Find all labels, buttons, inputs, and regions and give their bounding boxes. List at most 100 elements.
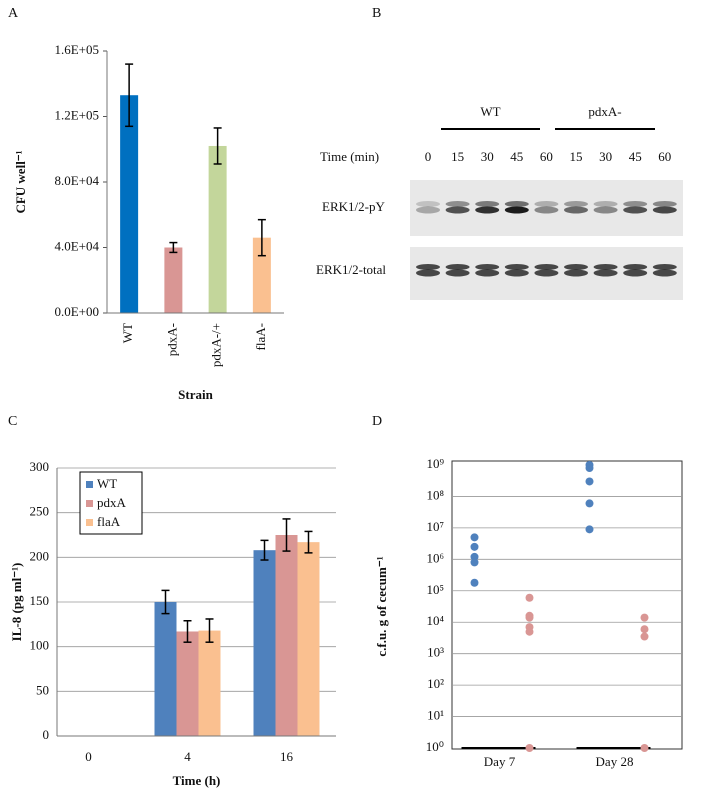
band (623, 206, 648, 214)
y-tick-label: 0 (43, 727, 50, 742)
plot-frame (451, 460, 683, 750)
y-tick-label: 300 (30, 459, 50, 474)
bar (275, 535, 298, 736)
y-tick-label: 10⁰ (426, 739, 444, 754)
bar (120, 95, 139, 314)
point (585, 499, 594, 508)
y-tick-label: 10² (427, 676, 444, 691)
bar (208, 145, 227, 313)
band (445, 206, 470, 214)
error-bar (183, 620, 192, 643)
point (470, 533, 479, 542)
legend-label: WT (97, 476, 117, 491)
band (475, 264, 500, 270)
y-tick-label: 100 (30, 638, 50, 653)
band (534, 264, 559, 270)
y-axis-label: c.f.u. g of cecum⁻¹ (374, 556, 389, 656)
y-tick-label: 10⁸ (426, 487, 444, 502)
error-bar (213, 127, 222, 165)
band (504, 201, 529, 207)
point (470, 558, 479, 567)
band (416, 269, 440, 277)
point (470, 552, 479, 561)
band (534, 201, 559, 207)
row-label: ERK1/2-total (316, 262, 386, 277)
point (525, 627, 534, 636)
bar (154, 602, 177, 736)
error-bar (125, 63, 134, 128)
band (445, 201, 470, 207)
band (564, 201, 588, 207)
y-tick-label: 10⁶ (426, 550, 444, 565)
bar (253, 550, 276, 736)
point (585, 464, 594, 473)
band (475, 206, 500, 214)
error-bar (260, 539, 269, 561)
lane-label: 15 (570, 149, 583, 164)
band (416, 264, 440, 270)
y-tick-label: 1.2E+05 (54, 107, 99, 122)
y-tick-label: 0.0E+00 (54, 304, 99, 319)
x-tick-label: pdxA-/+ (209, 323, 224, 367)
lane-label: 45 (629, 149, 642, 164)
y-tick-label: 10⁷ (426, 519, 444, 534)
x-tick-label: 0 (85, 749, 92, 764)
band (475, 201, 500, 207)
y-tick-label: 150 (30, 593, 50, 608)
point (585, 525, 594, 534)
legend-label: pdxA (97, 495, 127, 510)
y-tick-label: 200 (30, 548, 50, 563)
band (534, 269, 559, 277)
bar (164, 247, 183, 313)
legend-label: flaA (97, 514, 121, 529)
band (652, 269, 677, 277)
bar (198, 630, 221, 736)
point (640, 744, 649, 752)
x-tick-label: Day 7 (484, 754, 516, 769)
y-tick-label: 1.6E+05 (54, 42, 99, 57)
y-axis-label: CFU well⁻¹ (13, 150, 28, 213)
bar (252, 237, 271, 313)
bar (176, 631, 199, 736)
y-tick-label: 10⁴ (426, 613, 444, 628)
legend-swatch (86, 500, 93, 507)
group-label: WT (480, 104, 500, 119)
legend-swatch (86, 519, 93, 526)
band (416, 206, 440, 214)
band (564, 206, 588, 214)
band (623, 269, 648, 277)
band (652, 201, 677, 207)
y-axis-label: IL-8 (pg ml⁻¹) (9, 563, 24, 642)
legend-swatch (86, 481, 93, 488)
point (525, 613, 534, 622)
y-tick-label: 250 (30, 504, 50, 519)
point (470, 542, 479, 551)
x-tick-label: Day 28 (596, 754, 634, 769)
bar (297, 542, 320, 736)
y-tick-label: 8.0E+04 (54, 173, 99, 188)
y-tick-label: 10³ (427, 645, 444, 660)
point (470, 578, 479, 587)
band (652, 264, 677, 270)
x-tick-label: 16 (280, 749, 294, 764)
y-tick-label: 50 (36, 682, 49, 697)
x-axis-label: Time (h) (173, 773, 221, 788)
band (416, 201, 440, 207)
point (525, 593, 534, 602)
x-tick-label: 4 (184, 749, 191, 764)
lane-label: 45 (510, 149, 523, 164)
band (504, 269, 529, 277)
lane-label: 30 (599, 149, 612, 164)
point (585, 477, 594, 486)
error-bar (282, 518, 291, 552)
y-tick-label: 10¹ (427, 708, 444, 723)
y-tick-label: 10⁵ (426, 582, 444, 597)
band (593, 264, 618, 270)
band (504, 206, 529, 214)
panel-label: C (8, 414, 17, 429)
point (525, 744, 534, 752)
error-bar (257, 218, 266, 257)
point (640, 613, 649, 622)
lane-label: 60 (658, 149, 671, 164)
